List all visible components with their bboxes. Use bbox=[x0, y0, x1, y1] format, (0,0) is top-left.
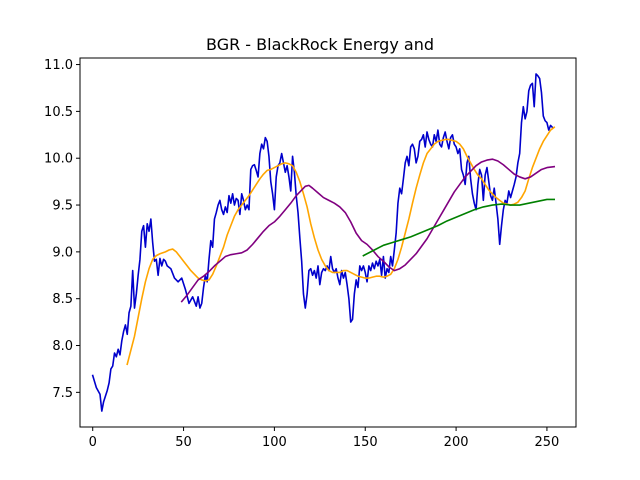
series-line-1 bbox=[91, 73, 554, 412]
y-tick-label: 8.0 bbox=[52, 339, 73, 354]
y-tick-label: 7.5 bbox=[52, 386, 73, 401]
x-tick-label: 50 bbox=[175, 435, 192, 450]
series-layer bbox=[91, 73, 556, 412]
y-tick-label: 8.5 bbox=[52, 292, 73, 307]
plot-frame bbox=[79, 57, 577, 428]
y-tick-label: 10.0 bbox=[44, 152, 73, 167]
x-tick-label: 200 bbox=[444, 435, 469, 450]
axes-layer: 0 50 100 150 200 250 7.5 8.0 8.5 9.0 9.5 10.0 10.5 11… bbox=[44, 57, 577, 450]
series-line-4 bbox=[362, 198, 555, 257]
x-tick-label: 150 bbox=[353, 435, 378, 450]
chart-title: BGR - BlackRock Energy and bbox=[206, 35, 434, 54]
y-tick-label: 11.0 bbox=[44, 58, 73, 73]
y-tick-label: 10.5 bbox=[44, 105, 73, 120]
x-tick-label: 0 bbox=[89, 435, 97, 450]
series-line-3 bbox=[180, 158, 556, 303]
y-tick-label: 9.0 bbox=[52, 245, 73, 260]
x-tick-label: 250 bbox=[535, 435, 560, 450]
y-tick-label: 9.5 bbox=[52, 199, 73, 214]
x-tick-label: 100 bbox=[262, 435, 287, 450]
